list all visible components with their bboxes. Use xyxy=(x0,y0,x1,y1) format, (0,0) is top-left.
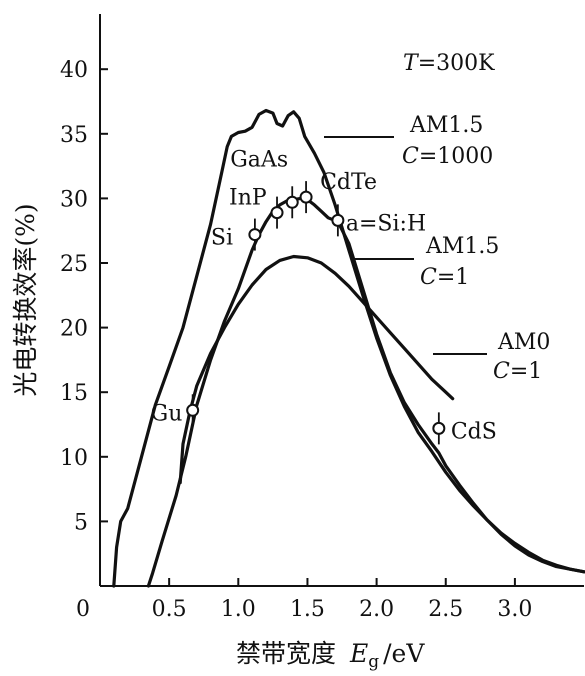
y-tick-label: 30 xyxy=(60,187,88,212)
x-axis-title-var: E xyxy=(349,639,368,668)
material-label: InP xyxy=(229,186,267,211)
temperature-label: T=300K xyxy=(403,51,495,76)
y-tick-label: 5 xyxy=(74,510,88,535)
y-axis-title: 光电转换效率(%) xyxy=(11,203,40,396)
label-am0-c1-line1: AM0 xyxy=(497,330,550,355)
x-tick-label: 0.5 xyxy=(152,597,187,622)
x-axis-title: 禁带宽度 Eg/eV xyxy=(236,639,425,672)
material-point xyxy=(331,213,345,227)
y-tick-label: 35 xyxy=(60,123,88,148)
label-am15-c1000-line2: C=1000 xyxy=(402,144,493,169)
label-am0-c1-var: C xyxy=(493,359,510,384)
x-axis-title-text: 禁带宽度 xyxy=(236,639,336,668)
label-am15-c1000-line1: AM1.5 xyxy=(409,113,483,138)
material-label: CdS xyxy=(451,419,497,444)
material-point xyxy=(285,195,299,209)
label-am15-c1000-var: C xyxy=(402,144,419,169)
x-tick-label: 0 xyxy=(76,597,90,622)
x-tick-label: 1.0 xyxy=(221,597,256,622)
curve-am15-c1 xyxy=(146,196,585,588)
x-tick-label: 2.5 xyxy=(428,597,463,622)
label-am15-c1000-value: =1000 xyxy=(419,144,493,169)
material-label: CdTe xyxy=(320,170,377,195)
y-tick-label: 40 xyxy=(60,58,88,83)
material-point xyxy=(270,206,284,220)
y-tick-label: 15 xyxy=(60,381,88,406)
x-tick-label: 1.5 xyxy=(290,597,325,622)
label-am15-c1-line2: C=1 xyxy=(420,265,469,290)
material-point xyxy=(432,421,446,435)
material-points: Si InP GaAs CdTe a=Si:H CdS Gu xyxy=(151,147,497,445)
material-label: a=Si:H xyxy=(346,211,426,236)
x-tick-label: 2.0 xyxy=(359,597,394,622)
temperature-var: T xyxy=(403,51,420,76)
material-label: Gu xyxy=(151,401,183,426)
y-ticks: 5 10 15 20 25 30 35 40 xyxy=(60,58,108,535)
y-tick-label: 25 xyxy=(60,252,88,277)
temperature-value: =300K xyxy=(418,51,495,76)
material-point xyxy=(248,228,262,242)
label-am0-c1-value: =1 xyxy=(510,359,542,384)
y-tick-label: 20 xyxy=(60,317,88,342)
material-label: GaAs xyxy=(230,147,288,172)
y-tick-label: 10 xyxy=(60,446,88,471)
x-tick-label: 3.0 xyxy=(497,597,532,622)
label-am15-c1-var: C xyxy=(420,265,437,290)
label-am15-c1-line1: AM1.5 xyxy=(425,234,499,259)
curve-am0-c1 xyxy=(178,254,455,485)
material-point xyxy=(186,403,200,417)
label-am15-c1-value: =1 xyxy=(437,265,469,290)
x-axis-title-sub: g xyxy=(368,652,379,672)
x-axis-title-unit: /eV xyxy=(383,639,425,668)
label-am0-c1-line2: C=1 xyxy=(493,359,542,384)
x-ticks: 0 0.5 1.0 1.5 2.0 2.5 3.0 xyxy=(76,578,532,622)
material-label: Si xyxy=(211,226,233,251)
material-point xyxy=(299,190,313,204)
